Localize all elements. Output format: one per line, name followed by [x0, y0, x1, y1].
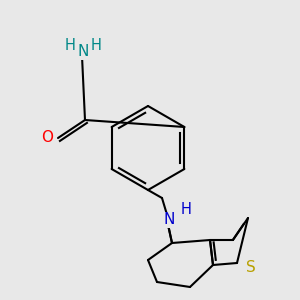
Text: H: H	[181, 202, 191, 217]
Text: S: S	[246, 260, 256, 274]
Text: N: N	[77, 44, 89, 59]
Text: O: O	[41, 130, 53, 145]
Text: N: N	[163, 212, 175, 227]
Text: H: H	[64, 38, 75, 53]
Text: H: H	[91, 38, 101, 53]
